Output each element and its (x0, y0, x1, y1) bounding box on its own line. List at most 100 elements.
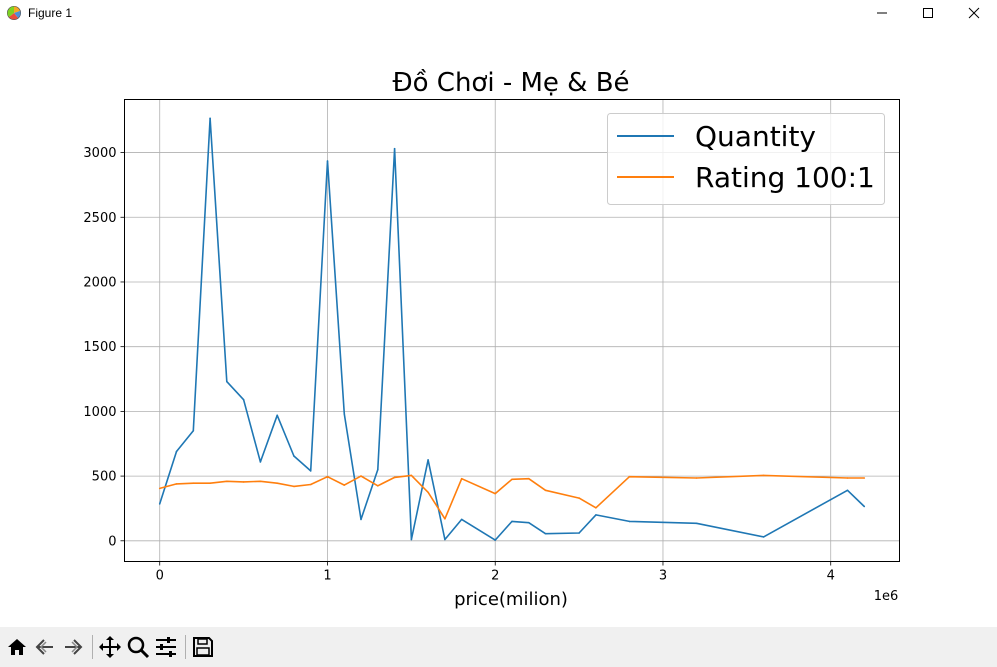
data-point (343, 413, 346, 415)
data-point (695, 477, 698, 479)
data-point (293, 485, 295, 488)
data-point (158, 487, 161, 490)
x-axis-label: price(milion) (454, 589, 568, 610)
zoom-icon (127, 636, 150, 659)
back-icon (35, 639, 53, 655)
plot-lines (158, 117, 866, 541)
line-chart: Đồ Chơi - Mẹ & Bé 0 1 2 3 4 0 500 1000 1500 2000 2… (83, 68, 900, 610)
matplotlib-icon (5, 4, 23, 22)
x-tick-label: 0 (156, 569, 164, 584)
axis-ticks: 0 1 2 3 4 0 500 1000 1500 2000 2500 3000 (83, 146, 834, 583)
data-point (511, 478, 513, 481)
data-point (209, 482, 211, 485)
x-tick-label: 4 (827, 569, 835, 584)
data-point (762, 536, 765, 538)
maximize-icon (923, 8, 933, 18)
data-point (326, 160, 329, 162)
data-point (393, 476, 396, 479)
data-point (309, 470, 312, 472)
window-title: Figure 1 (28, 6, 73, 20)
data-point (578, 532, 580, 534)
x-tick-label: 1 (323, 569, 331, 584)
chart-title: Đồ Chơi - Mẹ & Bé (392, 68, 629, 98)
configure-subplots-button[interactable] (153, 632, 179, 662)
x-tick-label: 3 (659, 569, 667, 584)
data-point (192, 430, 195, 432)
data-point (460, 477, 463, 480)
figure-canvas: Đồ Chơi - Mẹ & Bé 0 1 2 3 4 0 500 1000 1500 2000 2… (0, 26, 997, 627)
data-point (259, 461, 262, 463)
data-point (427, 491, 429, 494)
data-point (628, 520, 631, 523)
axes-frame (124, 99, 900, 562)
data-point (410, 538, 413, 541)
forward-icon (65, 639, 83, 655)
y-tick-label: 500 (92, 470, 117, 485)
y-tick-label: 2500 (83, 211, 116, 226)
y-tick-label: 1000 (83, 405, 116, 420)
data-point (460, 518, 463, 521)
series-line-rating (159, 474, 865, 520)
maximize-button[interactable] (905, 0, 951, 26)
data-point (393, 147, 396, 150)
back-button[interactable] (32, 632, 58, 662)
window-titlebar: Figure 1 (0, 0, 997, 26)
x-offset-text: 1e6 (874, 589, 899, 604)
data-point (209, 117, 211, 120)
data-point (192, 482, 195, 485)
toolbar-separator (92, 635, 93, 659)
data-point (863, 505, 866, 508)
home-icon (8, 639, 26, 655)
data-point (326, 475, 329, 478)
data-point (360, 518, 362, 521)
data-point (377, 468, 379, 471)
data-point (175, 483, 178, 485)
data-point (226, 380, 228, 383)
forward-button[interactable] (60, 632, 86, 662)
data-point (846, 489, 849, 492)
x-tick-label: 2 (491, 569, 499, 584)
data-point (544, 532, 547, 535)
data-point (628, 475, 631, 478)
data-point (343, 484, 346, 486)
data-point (528, 477, 530, 480)
data-point (175, 450, 178, 453)
legend-label-rating: Rating 100:1 (695, 161, 875, 194)
y-tick-label: 1500 (83, 340, 116, 355)
toolbar-separator (185, 635, 186, 659)
data-point (511, 520, 513, 523)
data-point (360, 475, 362, 477)
data-point (410, 474, 413, 477)
legend-box (607, 113, 885, 205)
close-button[interactable] (951, 0, 997, 26)
navigation-toolbar (0, 627, 997, 667)
data-point (444, 538, 446, 541)
pan-icon (99, 636, 121, 658)
y-tick-label: 0 (108, 534, 116, 549)
data-point (427, 459, 429, 461)
data-point (528, 521, 530, 524)
data-point (226, 480, 228, 483)
series-line-quantity (158, 117, 865, 541)
zoom-button[interactable] (125, 632, 151, 662)
data-point (863, 477, 866, 479)
minimize-button[interactable] (859, 0, 905, 26)
data-point (494, 492, 497, 495)
save-icon (193, 637, 213, 657)
y-tick-label: 2000 (83, 275, 116, 290)
legend: Quantity Rating 100:1 (607, 113, 885, 205)
data-point (276, 482, 279, 485)
configure-subplots-icon (156, 637, 176, 657)
data-point (158, 503, 161, 505)
home-button[interactable] (4, 632, 30, 662)
data-point (846, 477, 849, 479)
data-point (578, 497, 580, 499)
data-point (595, 514, 597, 516)
data-point (242, 398, 245, 401)
y-tick-label: 3000 (83, 146, 116, 161)
data-point (695, 522, 698, 525)
pan-button[interactable] (97, 632, 123, 662)
data-point (595, 507, 597, 509)
save-button[interactable] (190, 632, 216, 662)
data-point (259, 480, 262, 483)
